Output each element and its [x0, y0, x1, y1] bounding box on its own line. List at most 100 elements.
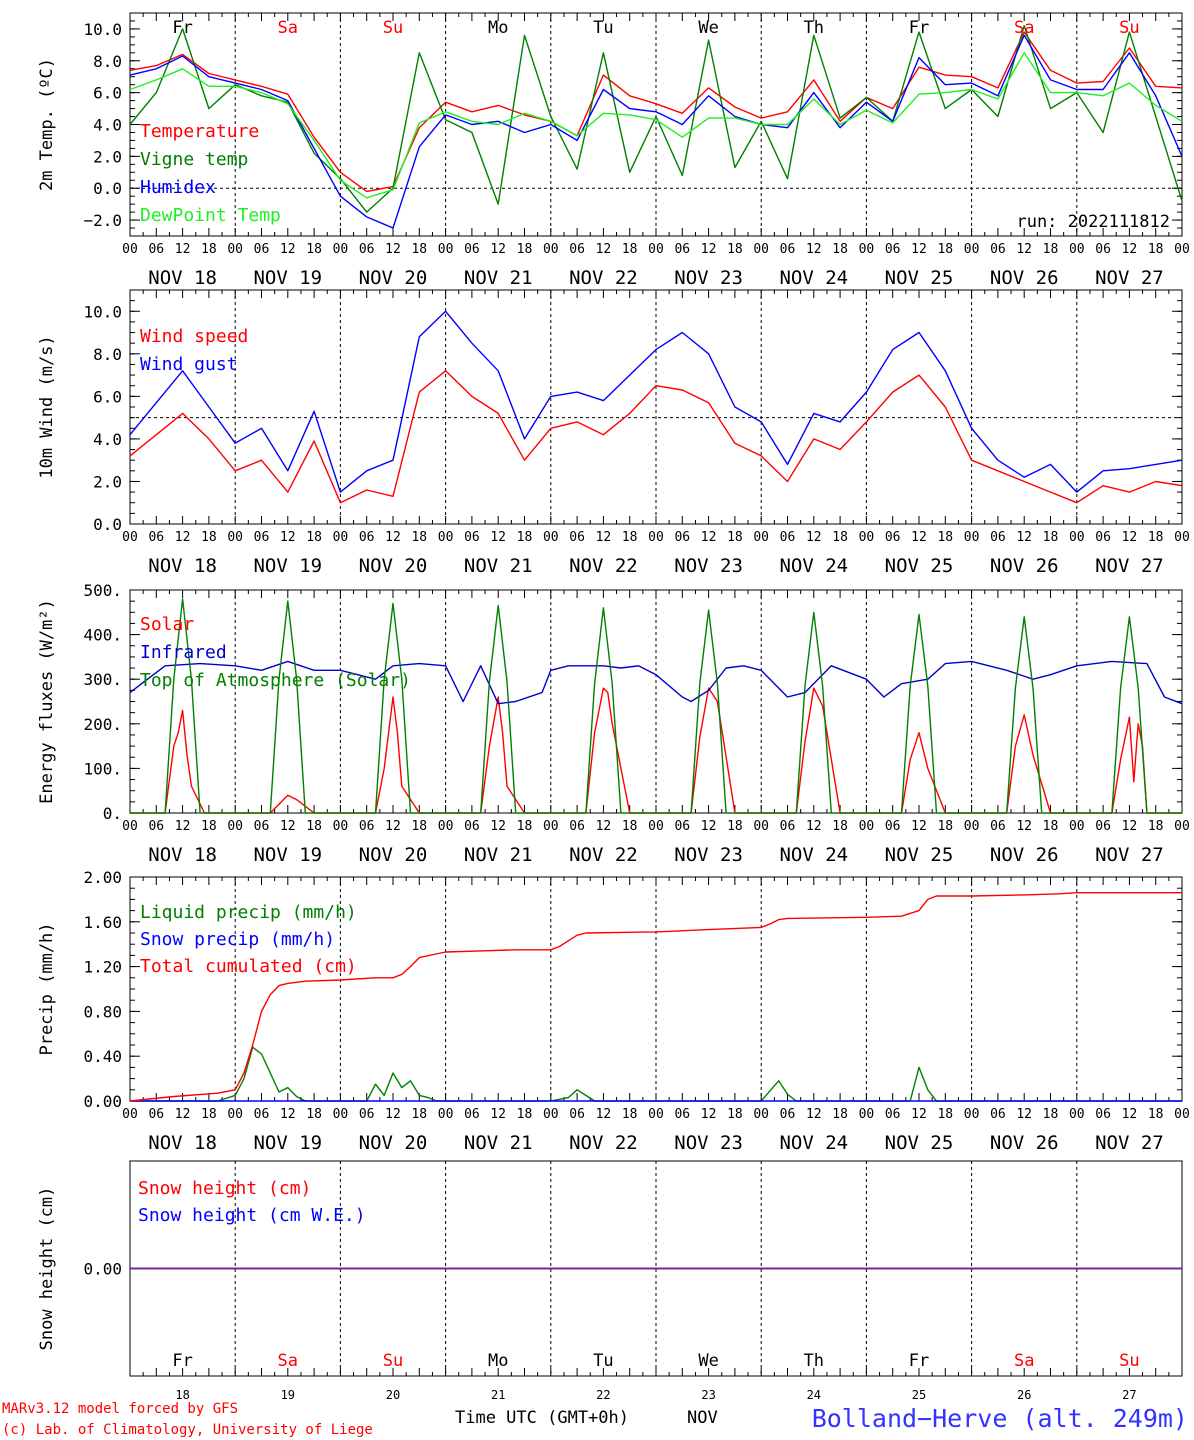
hour-label: 12 — [701, 242, 717, 257]
hour-label: 18 — [1043, 819, 1059, 834]
date-label: NOV 25 — [885, 267, 954, 289]
hour-label: 06 — [990, 530, 1006, 545]
hour-label: 12 — [1122, 819, 1138, 834]
y-tick-label: −2.0 — [83, 211, 122, 230]
hour-label: 06 — [359, 530, 375, 545]
hour-label: 12 — [1016, 819, 1032, 834]
panel-frame — [129, 12, 1183, 237]
legend-entry: Wind speed — [140, 326, 248, 347]
hour-label: 12 — [1016, 530, 1032, 545]
panel-5: 0.00 Snow height (cm) Snow height (cm) Snow… — [37, 1160, 1183, 1402]
hour-label: 00 — [1069, 242, 1085, 257]
hour-label: 06 — [359, 1107, 375, 1122]
weekday-label: Tu — [593, 18, 613, 38]
weekday-label: Tu — [593, 1351, 613, 1371]
hour-label: 18 — [727, 530, 743, 545]
date-label: NOV 20 — [359, 844, 428, 866]
series-vigne-temp — [129, 25, 1183, 213]
station-name: Bolland−Herve (alt. 249m) — [812, 1404, 1188, 1433]
y-tick-label: 2.0 — [93, 472, 122, 491]
series-dewpoint-temp — [129, 52, 1183, 199]
hour-label: 06 — [148, 530, 164, 545]
hour-label: 18 — [937, 242, 953, 257]
hour-label: 18 — [201, 242, 217, 257]
hour-label: 18 — [411, 242, 427, 257]
y-axis-title: Energy fluxes (W/m²) — [37, 599, 57, 804]
hour-label: 18 — [622, 819, 638, 834]
hour-label: 12 — [385, 1107, 401, 1122]
hour-label: 12 — [1122, 242, 1138, 257]
series-top-of-atmosphere-solar — [130, 598, 1182, 814]
date-label: NOV 26 — [990, 555, 1059, 577]
weekday-label: Th — [804, 18, 824, 38]
footer: MARv3.12 model forced by GFS (c) Lab. of… — [2, 1401, 1188, 1438]
date-label: NOV 18 — [148, 267, 217, 289]
hour-label: 00 — [964, 819, 980, 834]
hour-label: 06 — [990, 1107, 1006, 1122]
hour-label: 06 — [359, 242, 375, 257]
hour-label: 12 — [490, 1107, 506, 1122]
hour-label: 12 — [385, 242, 401, 257]
y-tick-label: 2.00 — [83, 868, 122, 887]
weekday-label: Fr — [172, 18, 192, 38]
date-label: NOV 27 — [1095, 555, 1164, 577]
date-label: NOV 23 — [674, 1132, 743, 1154]
hour-label: 00 — [122, 1107, 138, 1122]
date-label: NOV 23 — [674, 844, 743, 866]
hour-label: 00 — [543, 1107, 559, 1122]
day-number: 24 — [807, 1388, 821, 1402]
hour-label: 00 — [543, 242, 559, 257]
hour-label: 00 — [1069, 819, 1085, 834]
hour-label: 18 — [517, 530, 533, 545]
y-tick-label: 10.0 — [83, 20, 122, 39]
hour-label: 12 — [490, 242, 506, 257]
hour-label: 06 — [674, 530, 690, 545]
date-label: NOV 21 — [464, 267, 533, 289]
date-label: NOV 22 — [569, 1132, 638, 1154]
panel-frame — [129, 589, 1183, 814]
weekday-label: Sa — [278, 1351, 298, 1371]
date-label: NOV 24 — [779, 844, 848, 866]
hour-label: 18 — [622, 242, 638, 257]
legend-entry: DewPoint Temp — [140, 205, 281, 226]
legend-entry: Infrared — [140, 642, 227, 663]
hour-label: 12 — [911, 242, 927, 257]
hour-label: 00 — [648, 1107, 664, 1122]
hour-label: 00 — [227, 530, 243, 545]
day-number: 26 — [1017, 1388, 1031, 1402]
hour-label: 00 — [543, 530, 559, 545]
credit-line-2: (c) Lab. of Climatology, University of L… — [2, 1422, 373, 1438]
date-label: NOV 20 — [359, 267, 428, 289]
panel-1: −2.0 0.0 2.0 4.0 6.0 8.0 10.0 2m Temp. (ºC) Temp… — [37, 12, 1190, 289]
time-axis-label: Time UTC (GMT+0h) — [455, 1408, 629, 1428]
hour-label: 06 — [254, 530, 270, 545]
hour-label: 00 — [333, 530, 349, 545]
date-label: NOV 23 — [674, 555, 743, 577]
day-number: 25 — [912, 1388, 926, 1402]
hour-label: 00 — [438, 819, 454, 834]
hour-label: 06 — [254, 1107, 270, 1122]
weekday-label: We — [698, 18, 718, 38]
hour-label: 06 — [1095, 819, 1111, 834]
hour-label: 00 — [122, 242, 138, 257]
hour-label: 18 — [306, 530, 322, 545]
hour-label: 00 — [1174, 530, 1190, 545]
series-wind-speed — [129, 370, 1183, 504]
hour-label: 12 — [806, 242, 822, 257]
hour-label: 18 — [1043, 1107, 1059, 1122]
weekday-label: Mo — [488, 18, 508, 38]
weekday-label: Su — [383, 1351, 403, 1371]
hour-label: 06 — [780, 1107, 796, 1122]
hour-label: 18 — [1043, 530, 1059, 545]
y-tick-label: 10.0 — [83, 302, 122, 321]
hour-label: 00 — [543, 819, 559, 834]
hour-label: 18 — [411, 1107, 427, 1122]
hour-label: 06 — [885, 242, 901, 257]
y-tick-label: 0. — [103, 804, 122, 823]
hour-label: 00 — [753, 242, 769, 257]
date-label: NOV 18 — [148, 844, 217, 866]
date-label: NOV 26 — [990, 267, 1059, 289]
hour-label: 18 — [411, 530, 427, 545]
weekday-label: Sa — [1014, 1351, 1034, 1371]
date-label: NOV 27 — [1095, 267, 1164, 289]
